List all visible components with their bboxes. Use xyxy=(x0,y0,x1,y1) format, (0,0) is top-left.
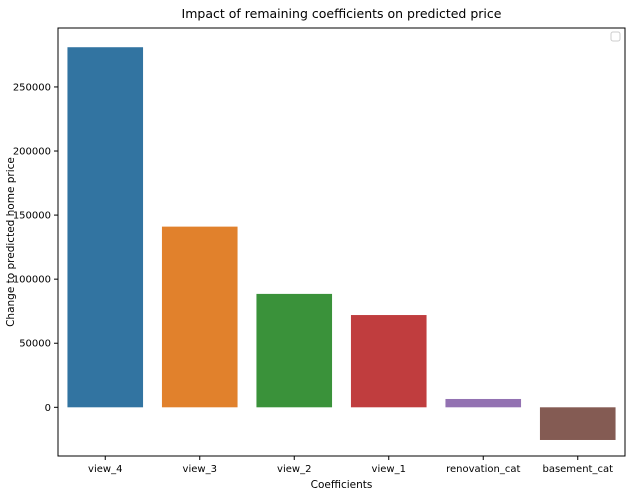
y-tick-label: 50000 xyxy=(19,339,51,350)
bar-view-3 xyxy=(161,226,238,408)
x-tick-label: view_3 xyxy=(183,464,217,475)
x-tick-label: renovation_cat xyxy=(446,464,520,475)
x-tick-label: view_1 xyxy=(372,464,406,475)
bar-basement-cat xyxy=(539,407,616,440)
x-tick-label: view_4 xyxy=(88,464,122,475)
x-axis-label: Coefficients xyxy=(311,479,373,491)
y-axis: 0 50000 100000 150000 200000 250000 xyxy=(13,82,58,414)
y-tick-label: 150000 xyxy=(13,211,51,222)
y-tick-label: 0 xyxy=(45,403,51,414)
x-tick-label: view_2 xyxy=(277,464,311,475)
chart-title: Impact of remaining coefficients on pred… xyxy=(182,6,502,21)
x-tick-label: basement_cat xyxy=(542,464,613,475)
bar-view-4 xyxy=(67,47,144,408)
y-tick-label: 100000 xyxy=(13,275,51,286)
legend-box xyxy=(610,31,621,42)
bar-view-2 xyxy=(256,293,333,408)
plot-frame xyxy=(57,27,626,457)
bar-renovation-cat xyxy=(445,398,522,408)
y-tick-label: 250000 xyxy=(13,82,51,93)
bars xyxy=(67,47,616,440)
y-axis-label: Change to predicted home price xyxy=(5,157,17,327)
x-axis: view_4 view_3 view_2 view_1 renovation_cat ba… xyxy=(88,456,613,475)
y-tick-label: 200000 xyxy=(13,147,51,158)
bar-view-1 xyxy=(350,315,427,408)
